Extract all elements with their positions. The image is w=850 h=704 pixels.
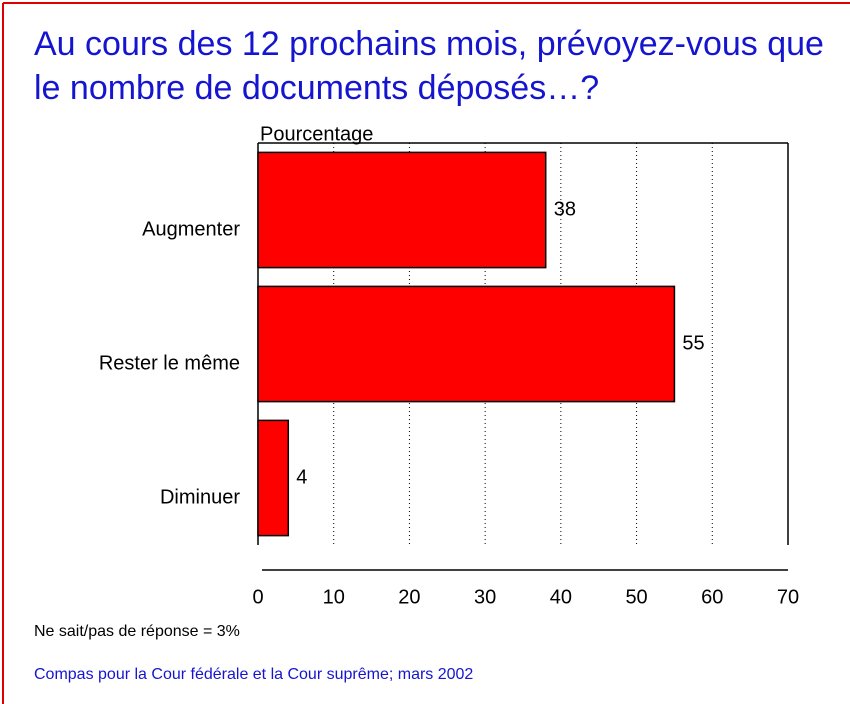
x-tick-label: 40 [550, 586, 572, 608]
x-tick-label: 20 [398, 586, 420, 608]
note: Ne sait/pas de réponse = 3% [34, 623, 240, 640]
source: Compas pour la Cour fédérale et la Cour … [34, 666, 473, 683]
bar [257, 151, 547, 269]
x-tick-label: 30 [474, 586, 496, 608]
axis-title: Pourcentage [260, 123, 373, 145]
x-tick-label: 10 [323, 586, 345, 608]
y-tick-label: Augmenter [142, 218, 240, 240]
value-label: 38 [554, 198, 576, 220]
y-tick-label: Diminuer [160, 486, 240, 508]
chart-title: Au cours des 12 prochains mois, prévoyez… [34, 25, 824, 107]
value-label: 55 [682, 332, 704, 354]
bar [257, 285, 676, 403]
value-label: 4 [296, 466, 307, 488]
x-tick-label: 60 [701, 586, 723, 608]
x-tick-label: 0 [252, 586, 263, 608]
x-tick-label: 70 [777, 586, 799, 608]
y-tick-label: Rester le même [99, 352, 240, 374]
x-tick-label: 50 [625, 586, 647, 608]
bar [257, 419, 290, 537]
